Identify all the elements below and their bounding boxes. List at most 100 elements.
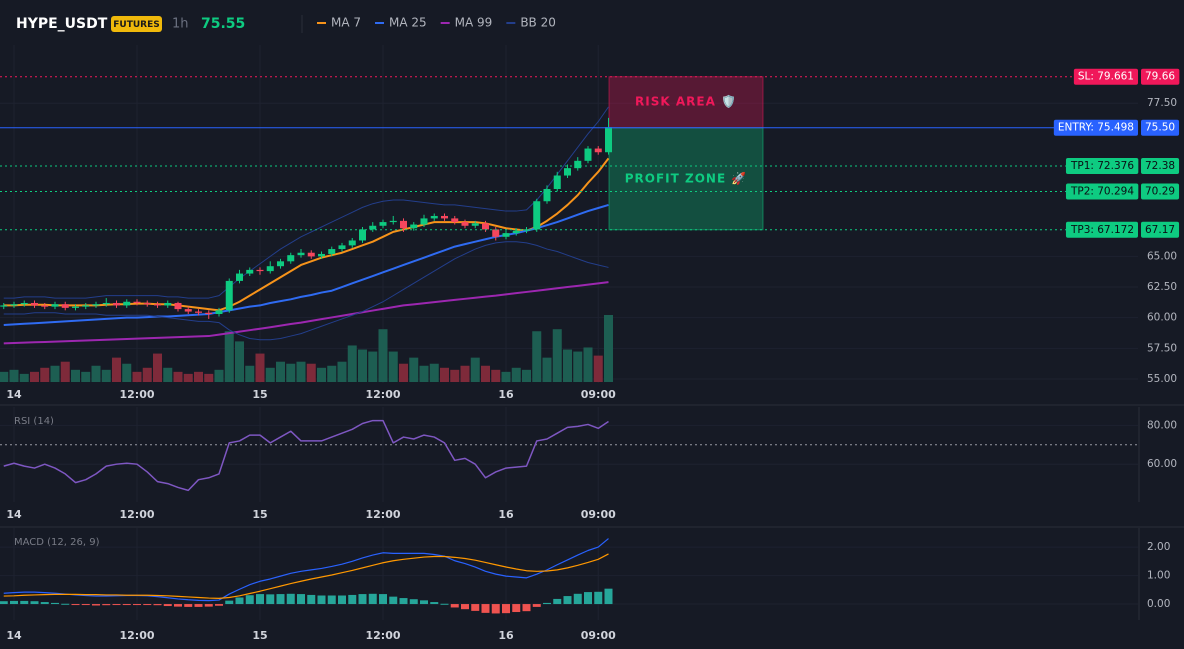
- x-tick-label: 16: [498, 388, 514, 401]
- level-label: ENTRY: 75.498: [1058, 122, 1134, 134]
- y-tick-label: 65.00: [1147, 250, 1177, 262]
- candle-body: [328, 249, 336, 254]
- histogram-bar: [389, 596, 398, 605]
- x-tick-label: 12:00: [365, 508, 400, 521]
- histogram-bar: [563, 596, 572, 605]
- candle-body: [154, 304, 161, 306]
- macd-line: [3, 553, 609, 599]
- zone-label: PROFIT ZONE 🚀: [625, 171, 748, 185]
- histogram-bar: [491, 604, 500, 614]
- candle-body: [51, 304, 59, 307]
- volume-bar: [470, 357, 480, 382]
- candle-body: [61, 304, 69, 308]
- indicator-legend: MA 7 MA 25 MA 99 BB 20: [317, 16, 556, 30]
- y-tick-label: 1.00: [1147, 570, 1170, 582]
- y-tick-label: 77.50: [1147, 97, 1177, 109]
- y-tick-label: 0.00: [1147, 598, 1170, 610]
- volume-bar: [378, 329, 388, 382]
- last-price: 75.55: [201, 16, 245, 32]
- candle-body: [348, 240, 356, 246]
- x-tick-label: 12:00: [365, 388, 400, 401]
- volume-bar: [429, 363, 439, 382]
- symbol[interactable]: HYPE_USDT: [16, 16, 108, 32]
- histogram-bar: [286, 593, 295, 605]
- volume-bar: [522, 369, 531, 382]
- volume-bar: [388, 351, 398, 382]
- level-label: 79.66: [1145, 71, 1175, 83]
- volume-bar: [163, 367, 173, 382]
- histogram-bar: [327, 595, 336, 605]
- volume-bar: [224, 331, 234, 382]
- volume-bar: [573, 351, 583, 382]
- histogram-bar: [368, 593, 377, 605]
- histogram-bar: [204, 604, 213, 607]
- level-label-bg: [1073, 68, 1138, 85]
- volume-bar: [204, 373, 214, 382]
- candle-body: [215, 310, 223, 315]
- histogram-bar: [20, 600, 29, 605]
- level-label: TP3: 67.172: [1070, 224, 1134, 236]
- candle-body: [564, 168, 571, 176]
- x-tick-label: 09:00: [581, 508, 616, 521]
- histogram-bar: [194, 604, 203, 607]
- histogram-bar: [40, 602, 49, 605]
- volume-bar: [532, 331, 542, 382]
- histogram-bar: [532, 604, 541, 607]
- volume-bar: [214, 369, 224, 382]
- volume-bar: [409, 357, 419, 382]
- y-tick-label: 60.00: [1147, 458, 1177, 470]
- candle-body: [512, 230, 520, 234]
- level-label-bg: [1065, 158, 1139, 175]
- volume-bar: [276, 361, 285, 382]
- histogram-bar: [440, 603, 449, 605]
- macd-line: [3, 538, 609, 602]
- volume-bar: [245, 365, 255, 382]
- candle-body: [502, 233, 510, 237]
- volume-bar: [317, 367, 326, 382]
- candle-body: [72, 306, 79, 308]
- volume-bar: [122, 363, 132, 382]
- volume-bar: [183, 373, 193, 382]
- indicator-line: [3, 106, 609, 299]
- candle-body: [338, 245, 346, 250]
- level-label: SL: 79.661: [1078, 71, 1134, 83]
- candle-body: [471, 223, 479, 226]
- candle-body: [574, 160, 582, 169]
- candle-body: [82, 305, 90, 307]
- candle-body: [92, 304, 100, 306]
- candle-body: [307, 252, 315, 257]
- x-tick-label: 09:00: [581, 629, 616, 642]
- candle-body: [0, 305, 8, 307]
- volume-bar: [101, 369, 111, 382]
- histogram-bar: [553, 598, 562, 605]
- candle-body: [225, 280, 233, 311]
- candle-body: [461, 222, 469, 226]
- histogram-bar: [481, 604, 490, 613]
- histogram-bar: [30, 601, 39, 605]
- candle-body: [410, 224, 418, 229]
- histogram-bar: [245, 595, 254, 605]
- indicator-line: [3, 157, 610, 312]
- volume-bar: [255, 353, 265, 382]
- histogram-bar: [297, 594, 305, 605]
- histogram-bar: [61, 603, 70, 605]
- histogram-bar: [450, 604, 459, 608]
- volume-bar: [296, 361, 306, 382]
- candle-body: [389, 220, 397, 223]
- volume-bar: [50, 365, 60, 382]
- x-tick-label: 15: [252, 508, 267, 521]
- histogram-bar: [102, 604, 111, 606]
- candle-body: [31, 302, 38, 306]
- candle-body: [164, 302, 172, 306]
- market-badge: FUTURES: [113, 20, 159, 30]
- volume-bar: [153, 353, 162, 382]
- histogram-bar: [256, 594, 264, 605]
- y-tick-label: 2.00: [1147, 541, 1170, 553]
- volume-bar: [450, 369, 460, 382]
- histogram-bar: [215, 604, 223, 606]
- level-label: TP2: 70.294: [1070, 186, 1134, 198]
- level-label: 75.50: [1145, 122, 1175, 134]
- interval[interactable]: 1h: [172, 17, 189, 32]
